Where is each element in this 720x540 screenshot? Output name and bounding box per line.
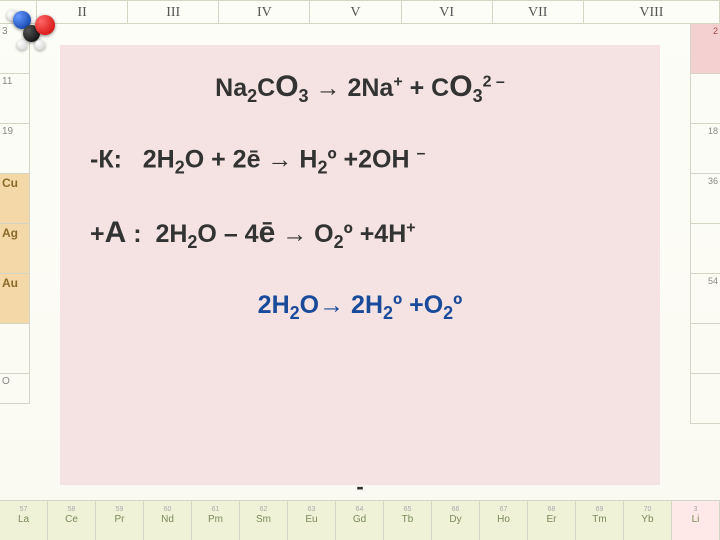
right-cell [690,324,720,374]
lanthanide-cell: 64Gd [336,501,384,540]
left-cell: Ag [0,224,30,274]
periodic-left-column: 3 11 19 Cu Ag Au O [0,24,30,500]
header-col: VI [402,1,493,23]
molecule-icon [5,5,65,65]
lanthanide-cell: 66Dy [432,501,480,540]
lanthanide-cell: 67Ho [480,501,528,540]
equation-overall: 2H2O→ 2H2º +O2º [90,291,630,324]
left-cell: Au [0,274,30,324]
header-col: VIII [584,1,720,23]
left-cell: Cu [0,174,30,224]
header-col: V [310,1,401,23]
left-cell: 11 [0,74,30,124]
equation-cathode: -К: 2H2O + 2ē → H2º +2OH – [90,145,630,178]
lanthanide-cell: 3Li [672,501,720,540]
lanthanide-cell: 61Pm [192,501,240,540]
right-cell: 18 [690,124,720,174]
equation-dissociation: Na2CO3 → 2Na+ + CO32 – [90,70,630,107]
left-cell: 19 [0,124,30,174]
lanthanide-cell: 65Tb [384,501,432,540]
equations-panel: Na2CO3 → 2Na+ + CO32 – -К: 2H2O + 2ē → H… [60,45,660,485]
right-cell: 2 [690,24,720,74]
periodic-right-column: 2 18 36 54 [690,24,720,500]
equation-anode: +А : 2H2O – 4ē → O2º +4H+ [90,216,630,253]
lanthanide-cell: 57La [0,501,48,540]
right-cell: 36 [690,174,720,224]
lanthanide-cell: 63Eu [288,501,336,540]
header-col: III [128,1,219,23]
lanthanide-cell: 59Pr [96,501,144,540]
left-cell [0,324,30,374]
lanthanide-cell: 60Nd [144,501,192,540]
lanthanide-cell: 70Yb [624,501,672,540]
right-cell: 54 [690,274,720,324]
lanthanide-cell: 58Ce [48,501,96,540]
right-cell [690,374,720,424]
periodic-header: II III IV V VI VII VIII [0,0,720,24]
lanthanide-cell: 69Tm [576,501,624,540]
periodic-lanthanides: 57La 58Ce 59Pr 60Nd 61Pm 62Sm 63Eu 64Gd … [0,500,720,540]
lanthanide-cell: 68Er [528,501,576,540]
header-col: VII [493,1,584,23]
header-col: IV [219,1,310,23]
lanthanide-cell: 62Sm [240,501,288,540]
left-cell: O [0,374,30,404]
right-cell [690,224,720,274]
right-cell [690,74,720,124]
